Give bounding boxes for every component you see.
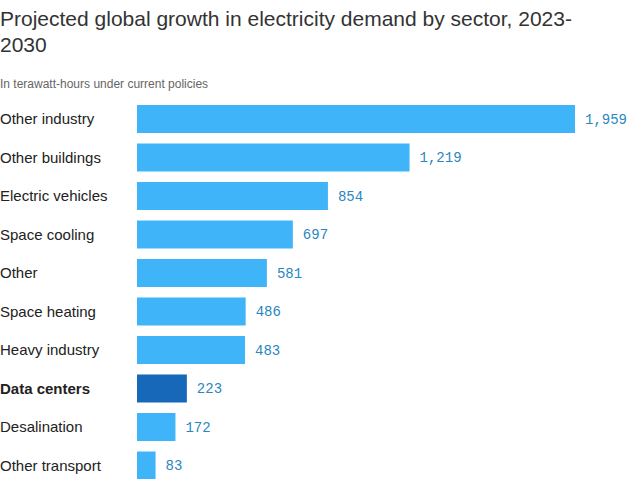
svg-text:Heavy industry: Heavy industry [8,341,100,358]
svg-text:486: 486 [256,304,281,320]
svg-text:Space heating: Space heating [8,303,96,320]
svg-text:483: 483 [255,343,280,359]
svg-text:581: 581 [277,266,302,282]
svg-text:223: 223 [197,381,222,397]
svg-text:172: 172 [185,420,210,436]
svg-text:1,219: 1,219 [420,150,462,166]
svg-text:854: 854 [338,189,363,205]
svg-text:Other: Other [8,264,38,281]
svg-text:697: 697 [303,227,328,243]
svg-text:Other transport: Other transport [8,457,102,474]
svg-text:Data centers: Data centers [8,380,90,397]
svg-text:Other industry: Other industry [8,110,95,127]
svg-text:Space cooling: Space cooling [8,226,94,243]
svg-text:83: 83 [166,458,183,474]
svg-text:1,959: 1,959 [585,112,627,128]
svg-text:Other buildings: Other buildings [8,149,101,166]
svg-text:Desalination: Desalination [8,418,83,435]
html-text:In terawatt-hours under curren: In terawatt-hours under current policies [0,77,209,91]
html-text:Projected global growth in ele: Projected global growth in electricity d… [0,7,572,56]
svg-text:Electric vehicles: Electric vehicles [8,187,108,204]
